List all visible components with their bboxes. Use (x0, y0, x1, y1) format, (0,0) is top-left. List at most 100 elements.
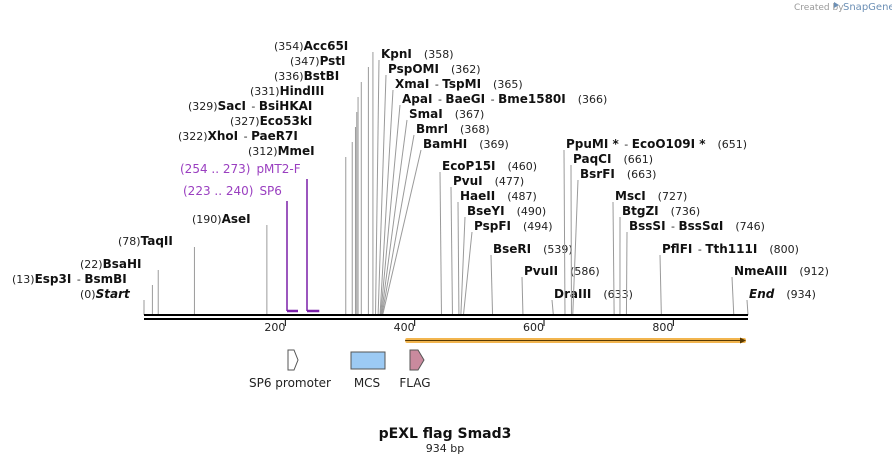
site-label: (190)AseI (192, 212, 251, 226)
site-kpni[interactable]: KpnI (358) (375, 47, 454, 316)
site-marker-line (380, 119, 408, 316)
site-label: BsrFI (663) (580, 167, 656, 181)
tick-label: 400 (394, 321, 415, 334)
site-ppumi[interactable]: PpuMI * - EcoO109I * (651) (563, 137, 747, 316)
restriction-sites: (13)Esp3I - BsmBI(22)BsaHI (0)Start (78)Ta… (12, 39, 829, 316)
site-label: BtgZI (736) (622, 204, 700, 218)
site-pspomi[interactable]: PspOMI (362) (377, 62, 481, 316)
site-marker-line (521, 276, 524, 316)
site-label: PflFI - Tth111I (800) (662, 242, 799, 256)
site-label: End (934) (749, 287, 816, 301)
feature-bar (405, 337, 746, 344)
site-label: MscI (727) (615, 189, 687, 203)
site-marker-line (462, 231, 473, 316)
site-label: BamHI (369) (423, 137, 509, 151)
brand-text[interactable]: SnapGene (843, 2, 892, 13)
site-haeii[interactable]: HaeII (487) (457, 189, 537, 316)
site-acc65i[interactable]: (354)Acc65I (274, 39, 374, 315)
site-bseri[interactable]: BseRI (539) (490, 242, 573, 316)
site-marker-line (450, 186, 453, 316)
site-draiii[interactable]: DraIII (633) (551, 287, 633, 316)
site-label: NmeAIII (912) (734, 264, 829, 278)
tick-label: 600 (523, 321, 544, 334)
site-ecop15i[interactable]: EcoP15I (460) (439, 159, 537, 316)
credit-text: Created by (794, 3, 844, 13)
site-saci[interactable]: (329)SacI - BsiHKAI (188, 99, 358, 315)
site-msci[interactable]: MscI (727) (612, 189, 687, 316)
site-pflfi[interactable]: PflFI - Tth111I (800) (659, 242, 799, 316)
site-apai[interactable]: ApaI - BaeGI - Bme1580I (366) (380, 92, 608, 316)
site-label: PvuII (586) (524, 264, 600, 278)
site-bseyi[interactable]: BseYI (490) (460, 204, 546, 316)
site-esp3i[interactable]: (13)Esp3I - BsmBI (12, 272, 153, 315)
site-pspfi[interactable]: PspFI (494) (462, 219, 553, 316)
site-marker-line (460, 216, 466, 316)
site-pvui[interactable]: PvuI (477) (450, 174, 524, 316)
site-marker-line (572, 179, 579, 316)
primer-pmt2-f[interactable]: (254 .. 273) pMT2-F (180, 162, 320, 313)
site-label: (329)SacI - BsiHKAI (188, 99, 312, 113)
site-xmai[interactable]: XmaI - TspMI (365) (379, 77, 523, 316)
site-pvuii[interactable]: PvuII (586) (521, 264, 600, 316)
site-label: KpnI (358) (381, 47, 454, 61)
site-marker-line (746, 299, 749, 316)
site-bamhi[interactable]: BamHI (369) (382, 137, 509, 316)
site-label: (13)Esp3I - BsmBI (12, 272, 127, 286)
primer-sp6[interactable]: (223 .. 240) SP6 (183, 184, 298, 313)
site-marker-line (379, 89, 394, 316)
site-marker-line (381, 134, 415, 316)
site-hindiii[interactable]: (331)HindIII (250, 84, 359, 315)
site-label: BseRI (539) (493, 242, 573, 256)
legend: SP6 promoter MCS FLAG (249, 349, 431, 390)
legend-mcs[interactable]: MCS (350, 351, 386, 390)
site-label: PpuMI * - EcoO109I * (651) (566, 137, 747, 151)
mcs-box-icon (350, 351, 386, 370)
site-marker-line (380, 104, 401, 316)
site-end[interactable]: End (934) (746, 287, 816, 316)
site-label: DraIII (633) (554, 287, 633, 301)
site-label: (312)MmeI (248, 144, 315, 158)
site-taqii[interactable]: (78)TaqII (118, 234, 195, 315)
legend-label: FLAG (399, 376, 430, 390)
flag-arrow-icon (409, 349, 425, 371)
site-bmri[interactable]: BmrI (368) (381, 122, 490, 316)
site-paqci[interactable]: PaqCI (661) (570, 152, 653, 316)
site-asei[interactable]: (190)AseI (192, 212, 268, 315)
site-nmeaiii[interactable]: NmeAIII (912) (731, 264, 829, 316)
site-label: BssSI - BssSαI (746) (629, 219, 765, 233)
promoter-arrow-icon (287, 349, 299, 371)
legend-label: MCS (354, 376, 380, 390)
site-bsssi[interactable]: BssSI - BssSαI (746) (625, 219, 765, 316)
site-smai[interactable]: SmaI (367) (380, 107, 484, 316)
site-xhoi[interactable]: (322)XhoI - PaeR7I (178, 129, 353, 315)
legend-label: SP6 promoter (249, 376, 331, 390)
site-marker-line (457, 201, 460, 316)
site-marker-line (659, 254, 662, 316)
site-psti[interactable]: (347)PstI (290, 54, 369, 315)
site-label: EcoP15I (460) (442, 159, 537, 173)
primer-label: (223 .. 240) SP6 (183, 184, 282, 198)
ruler-ticks: 200 400 600 800 (264, 320, 674, 334)
site-btgzi[interactable]: BtgZI (736) (619, 204, 700, 316)
site-bsrfi[interactable]: BsrFI (663) (572, 167, 657, 316)
site-label: (322)XhoI - PaeR7I (178, 129, 298, 143)
arrow-right-icon (740, 337, 746, 344)
tick-200: 200 (264, 320, 286, 334)
site-marker-line (375, 59, 380, 316)
site-eco53ki[interactable]: (327)Eco53kI (230, 114, 356, 315)
site-mmei[interactable]: (312)MmeI (248, 144, 347, 315)
site-label: (336)BstBI (274, 69, 339, 83)
plasmid-title: pEXL flag Smad3 (379, 426, 512, 442)
site-label: BseYI (490) (467, 204, 546, 218)
site-marker-line (382, 149, 422, 316)
primers: (254 .. 273) pMT2-F (223 .. 240) SP6 (180, 162, 320, 313)
site-marker-line (612, 201, 615, 316)
site-marker-line (551, 299, 554, 316)
site-bsahi[interactable]: (22)BsaHI (80, 257, 159, 315)
legend-sp6-promoter[interactable]: SP6 promoter (249, 349, 331, 390)
site-label: HaeII (487) (460, 189, 537, 203)
site-bstbi[interactable]: (336)BstBI (274, 69, 362, 315)
site-start[interactable]: (0)Start (80, 287, 145, 315)
legend-flag[interactable]: FLAG (399, 349, 431, 390)
